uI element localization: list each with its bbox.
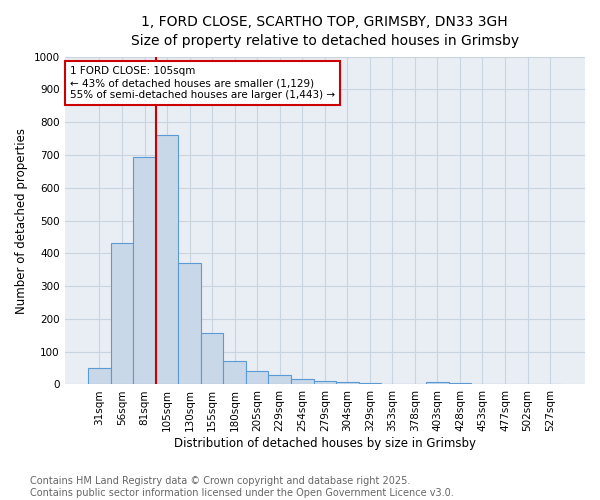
Bar (88, 368, 111, 384)
Bar (449, 383, 471, 384)
Bar (314, 380, 336, 384)
Bar (426, 382, 449, 384)
Title: 1, FORD CLOSE, SCARTHO TOP, GRIMSBY, DN33 3GH
Size of property relative to detac: 1, FORD CLOSE, SCARTHO TOP, GRIMSBY, DN3… (131, 15, 519, 48)
Bar (133, 156, 156, 384)
X-axis label: Distribution of detached houses by size in Grimsby: Distribution of detached houses by size … (174, 437, 476, 450)
Bar (268, 374, 291, 384)
Bar (359, 383, 381, 384)
Bar (178, 263, 201, 384)
Bar (111, 244, 133, 384)
Text: 1 FORD CLOSE: 105sqm
← 43% of detached houses are smaller (1,129)
55% of semi-de: 1 FORD CLOSE: 105sqm ← 43% of detached h… (70, 66, 335, 100)
Text: Contains HM Land Registry data © Crown copyright and database right 2025.
Contai: Contains HM Land Registry data © Crown c… (30, 476, 454, 498)
Bar (156, 136, 178, 384)
Bar (246, 372, 268, 384)
Bar (201, 333, 223, 384)
Bar (336, 382, 359, 384)
Bar (291, 379, 314, 384)
Bar (223, 360, 246, 384)
Y-axis label: Number of detached properties: Number of detached properties (15, 128, 28, 314)
